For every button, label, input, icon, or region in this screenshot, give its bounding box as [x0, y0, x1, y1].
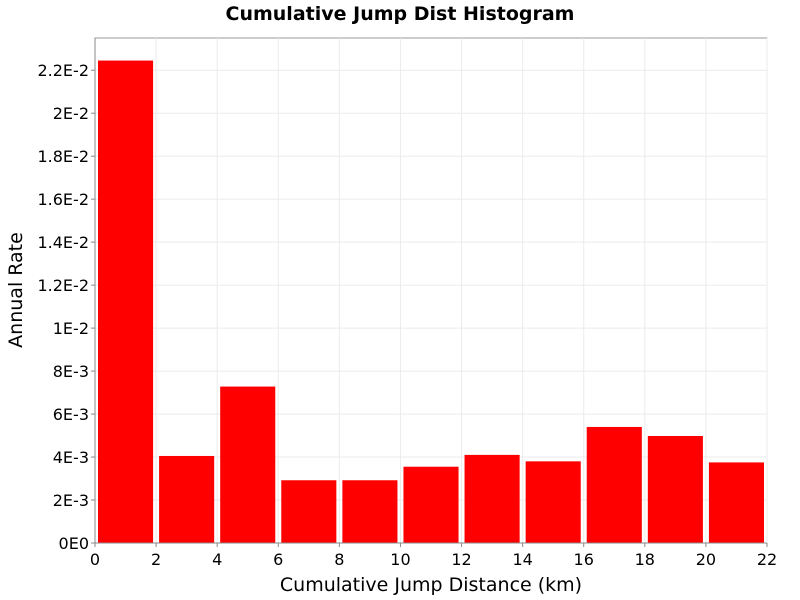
- y-tick-label: 1.6E-2: [37, 190, 89, 209]
- x-tick-label: 0: [90, 550, 100, 569]
- y-tick-label: 8E-3: [53, 362, 89, 381]
- x-tick-label: 2: [151, 550, 161, 569]
- y-tick-label: 2E-3: [53, 491, 89, 510]
- x-tick-label: 4: [212, 550, 222, 569]
- y-tick-label: 1E-2: [53, 319, 89, 338]
- histogram-bar: [464, 454, 520, 543]
- histogram-bar: [708, 462, 764, 543]
- x-tick-label: 18: [635, 550, 655, 569]
- x-tick-label: 20: [696, 550, 716, 569]
- histogram-bar: [586, 426, 642, 543]
- histogram-bar: [647, 435, 703, 543]
- y-tick-label: 4E-3: [53, 448, 89, 467]
- axis-layer: 0 2 4 6 8 10 12 14 16 18 20 22 0E0 2E-3 4E-3 6E-3 8E-3 1E…: [37, 38, 777, 569]
- x-tick-label: 22: [757, 550, 777, 569]
- histogram-bar: [403, 466, 459, 543]
- x-tick-label: 10: [390, 550, 410, 569]
- y-tick-label: 1.2E-2: [37, 276, 89, 295]
- x-tick-label: 6: [273, 550, 283, 569]
- x-tick-label: 14: [512, 550, 532, 569]
- y-tick-label: 6E-3: [53, 405, 89, 424]
- y-tick-label: 0E0: [59, 534, 89, 553]
- y-tick-label: 2.2E-2: [37, 61, 89, 80]
- x-tick-label: 12: [451, 550, 471, 569]
- histogram-bar: [281, 480, 337, 543]
- bar-layer: [98, 60, 764, 543]
- y-axis-label: Annual Rate: [5, 232, 27, 348]
- histogram-bar: [525, 461, 581, 543]
- y-tick-label: 1.4E-2: [37, 233, 89, 252]
- x-axis-label: Cumulative Jump Distance (km): [280, 574, 582, 596]
- y-tick-label: 1.8E-2: [37, 147, 89, 166]
- x-tick-label: 8: [334, 550, 344, 569]
- histogram-bar: [220, 386, 276, 543]
- x-tick-label: 16: [574, 550, 594, 569]
- y-tick-label: 2E-2: [53, 104, 89, 123]
- histogram-bar: [159, 455, 215, 543]
- histogram-bar: [98, 60, 154, 543]
- histogram-bar: [342, 480, 398, 543]
- chart-title: Cumulative Jump Dist Histogram: [226, 3, 575, 25]
